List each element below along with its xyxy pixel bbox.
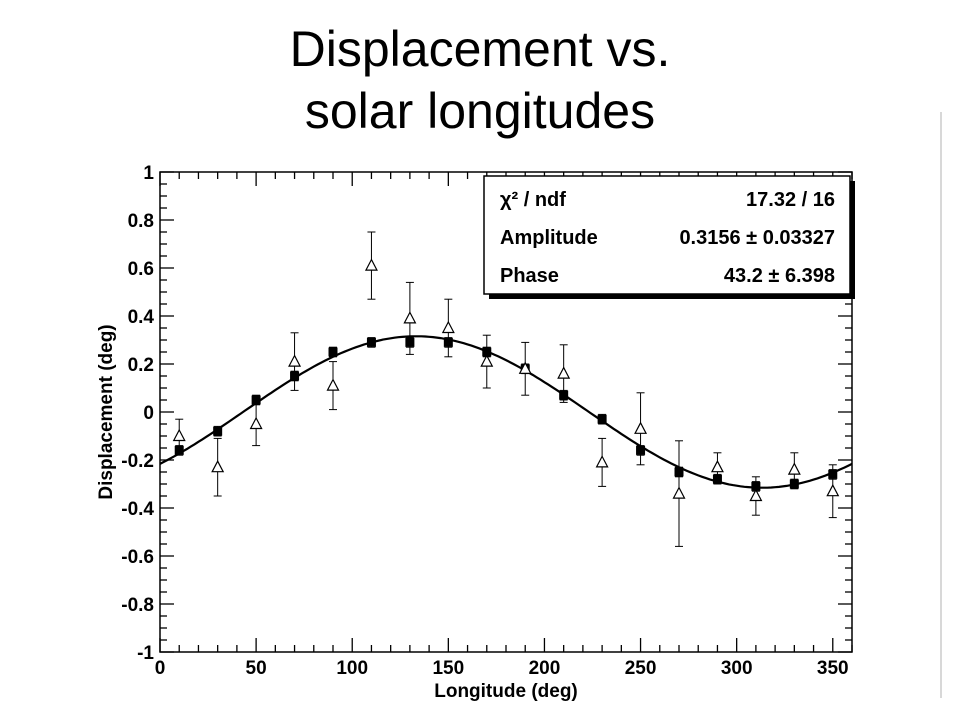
y-tick-label: -0.4 [121,499,154,520]
square-point [366,337,376,347]
stat-phase-value: 43.2 ± 6.398 [724,265,835,287]
triangle-point [672,486,686,499]
x-tick-labels: 0 50 100 150 200 250 300 350 [155,658,849,679]
triangle-point [441,320,455,334]
stats-box-panel [483,175,851,295]
stats-box: χ² / ndf 17.32 / 16 Amplitude 0.3156 ± 0… [483,175,855,299]
stat-chi2-label: χ² / ndf [500,189,566,211]
triangle-point [211,459,225,473]
data-points [172,258,840,502]
y-tick-label: -0.8 [121,595,154,616]
slide-title-line-1: Displacement vs. [289,21,671,77]
square-point [597,414,607,424]
square-point [290,371,300,381]
triangle-point [749,488,763,502]
x-axis-title: Longitude (deg) [434,681,578,702]
square-point [789,479,799,489]
y-tick-label: 0.6 [128,259,154,280]
triangle-point [326,378,340,391]
y-tick-label: 0 [143,403,154,424]
square-point [405,337,415,347]
triangle-point [172,428,186,442]
square-point [328,347,338,357]
square-point [482,347,492,357]
square-point [251,395,261,405]
square-point [174,445,184,455]
y-tick-label: -0.2 [121,451,154,472]
triangle-point [249,416,263,430]
x-tick-label: 0 [155,658,166,679]
y-axis-title: Displacement (deg) [96,324,117,499]
slide-title-line-2: solar longitudes [304,83,656,139]
fit-curve [159,335,853,489]
y-tick-label: -0.6 [121,547,154,568]
square-point [828,469,838,479]
y-tick-label: 0.2 [128,355,154,376]
triangle-point [480,354,494,367]
slide-edge-divider [940,112,942,698]
x-tick-label: 50 [246,658,267,679]
triangle-point [403,311,417,324]
square-point [712,474,722,484]
triangle-point [288,354,302,367]
y-tick-label: 0.8 [128,211,154,232]
stat-chi2-value: 17.32 / 16 [746,189,835,211]
triangle-point [634,421,648,434]
stat-phase-label: Phase [500,265,559,287]
x-tick-label: 100 [336,658,368,679]
stat-amplitude-label: Amplitude [500,227,598,249]
triangle-point [557,366,571,379]
x-tick-label: 300 [721,658,753,679]
triangle-point [518,361,532,374]
y-tick-label: 0.4 [128,307,155,328]
triangle-point [710,459,724,473]
x-tick-label: 150 [432,658,464,679]
triangle-point [826,483,840,497]
y-tick-labels: 1 0.8 0.6 0.4 0.2 0 -0.2 -0.4 -0.6 -0.8 -1 [121,163,154,664]
x-tick-label: 250 [625,658,657,679]
triangle-point [364,258,378,271]
triangle-point [595,455,609,468]
x-tick-label: 200 [529,658,561,679]
square-point [674,467,684,477]
square-point [213,426,223,436]
square-point [443,337,453,347]
square-point [559,390,569,400]
y-tick-label: -1 [137,643,154,664]
triangle-point [787,462,801,475]
square-point [636,445,646,455]
x-tick-label: 350 [817,658,849,679]
stat-amplitude-value: 0.3156 ± 0.03327 [679,227,835,249]
square-point [751,481,761,491]
y-tick-label: 1 [143,163,154,184]
slide-title: Displacement vs. solar longitudes [0,18,960,142]
